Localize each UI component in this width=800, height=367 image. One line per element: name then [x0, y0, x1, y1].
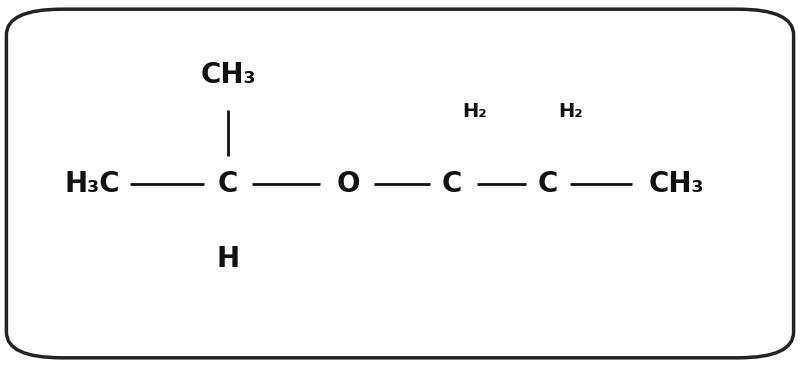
- Text: C: C: [538, 170, 558, 197]
- Text: CH₃: CH₃: [648, 170, 704, 197]
- Text: H₂: H₂: [462, 102, 486, 121]
- Text: H₂: H₂: [558, 102, 582, 121]
- Text: H: H: [217, 245, 239, 273]
- Text: H₃C: H₃C: [64, 170, 120, 197]
- Text: CH₃: CH₃: [200, 61, 256, 89]
- Text: O: O: [336, 170, 360, 197]
- Text: C: C: [442, 170, 462, 197]
- Text: C: C: [218, 170, 238, 197]
- FancyBboxPatch shape: [6, 9, 794, 358]
